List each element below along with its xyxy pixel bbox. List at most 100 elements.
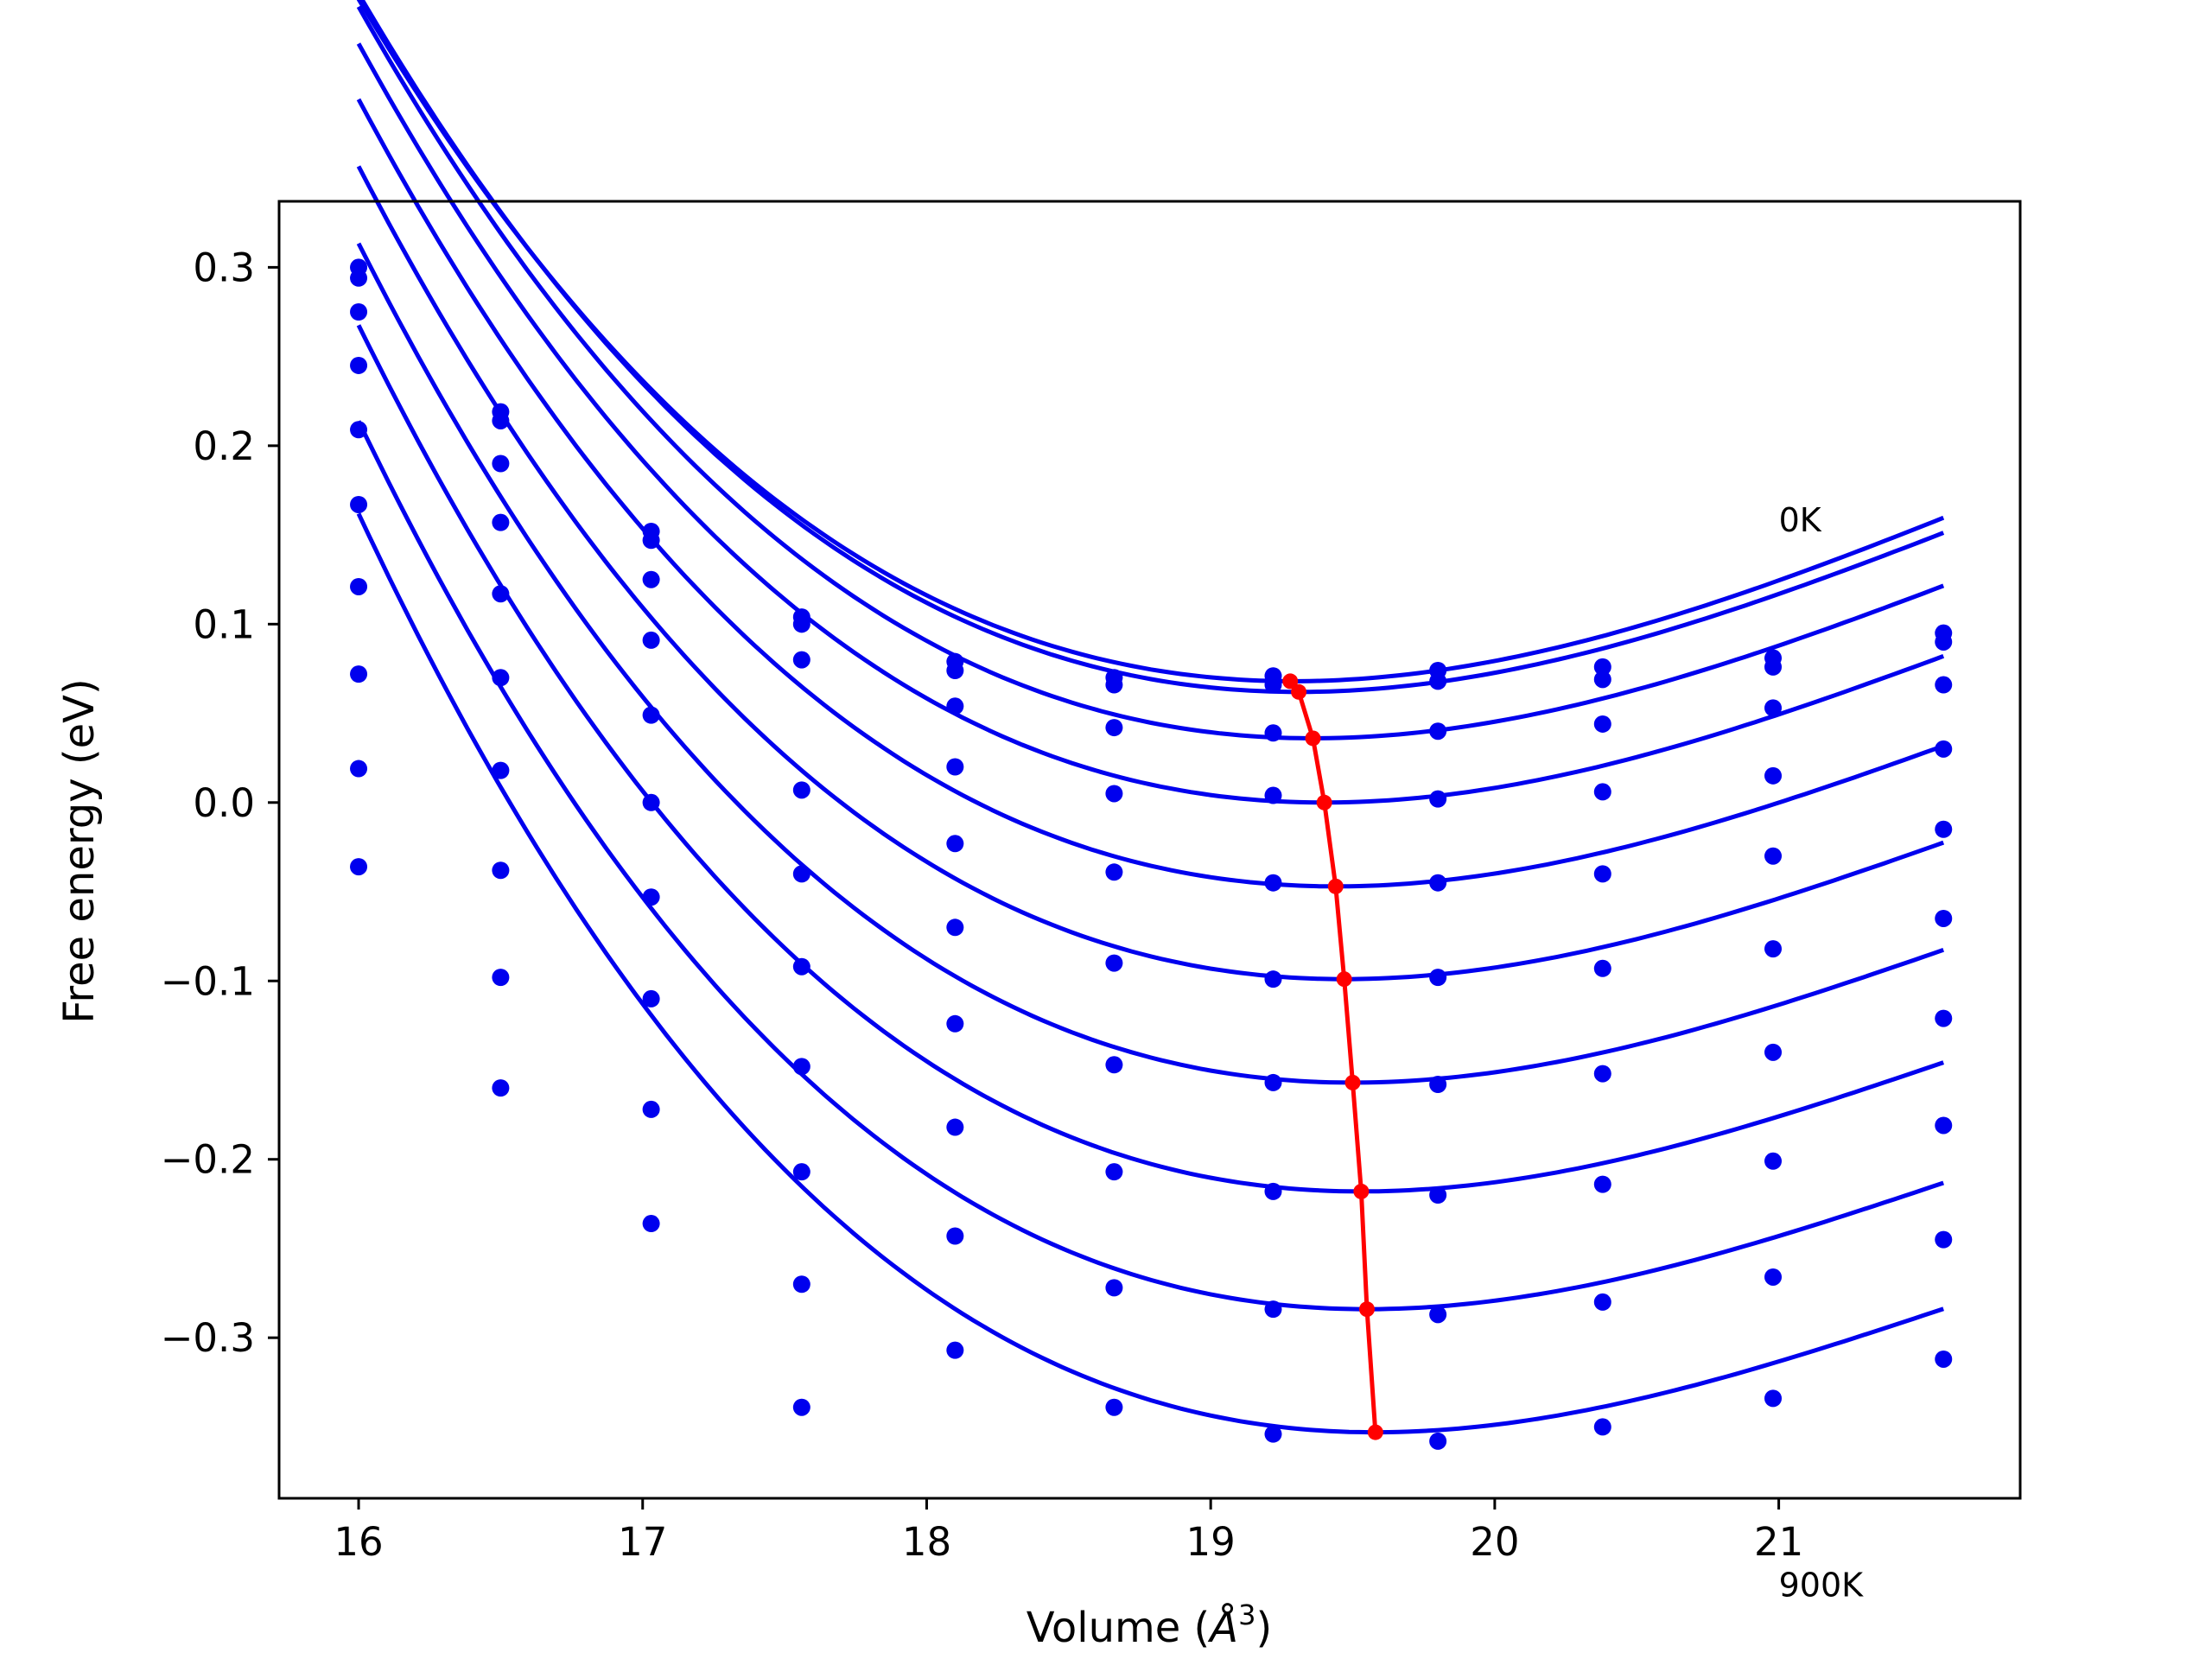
y-tick-label: −0.1 <box>161 958 255 1004</box>
fit-curve-8 <box>356 420 1944 1312</box>
minimum-point <box>1353 1183 1370 1199</box>
data-point <box>1764 766 1783 785</box>
data-point <box>1429 722 1447 741</box>
data-point <box>792 1398 810 1416</box>
x-axis-label-main: Volume ( <box>1027 1604 1211 1652</box>
fit-curve-4 <box>356 98 1945 889</box>
data-point <box>642 570 660 588</box>
data-point <box>946 1118 964 1136</box>
data-point <box>1264 1300 1282 1319</box>
minimum-point <box>1358 1301 1375 1318</box>
data-point <box>492 969 510 987</box>
data-point <box>492 861 510 880</box>
y-tick-label: −0.3 <box>161 1315 255 1361</box>
data-point <box>1264 874 1282 892</box>
data-point <box>1593 715 1611 733</box>
data-point <box>946 758 964 776</box>
data-point <box>946 662 964 680</box>
x-tick-label: 16 <box>334 1519 383 1565</box>
data-point <box>1429 1306 1447 1324</box>
data-point <box>350 665 368 683</box>
data-point <box>350 858 368 876</box>
minimum-point <box>1291 683 1307 700</box>
data-point <box>1105 719 1123 737</box>
y-tick-label: 0.3 <box>193 245 255 290</box>
data-point <box>1764 699 1783 717</box>
data-point <box>1264 1182 1282 1200</box>
data-point <box>1105 1279 1123 1297</box>
data-point <box>1105 1163 1123 1181</box>
data-point <box>1264 676 1282 694</box>
data-point <box>1764 1268 1783 1286</box>
data-point <box>946 1227 964 1245</box>
data-point <box>1429 1432 1447 1450</box>
minimum-point <box>1305 730 1321 747</box>
data-point <box>350 760 368 778</box>
data-point <box>792 1275 810 1294</box>
data-point <box>792 1163 810 1181</box>
data-point <box>1593 1418 1611 1436</box>
data-point <box>792 615 810 633</box>
data-point <box>1264 1073 1282 1091</box>
data-point <box>1935 1350 1953 1368</box>
data-point <box>1429 874 1447 892</box>
data-point <box>1593 959 1611 977</box>
data-point <box>1935 740 1953 758</box>
x-axis-label-end: ) <box>1255 1604 1272 1652</box>
y-tick-label: 0.2 <box>193 423 255 469</box>
data-point <box>946 918 964 937</box>
data-point <box>492 1079 510 1097</box>
fit-curve-9 <box>356 512 1944 1435</box>
axis-layer: 16 17 18 19 20 21 0.3 0.2 0.1 0.0 −0.1 −0.2 −0.3 0K 90… <box>161 245 1864 1604</box>
data-point <box>1593 1065 1611 1083</box>
data-point <box>1935 632 1953 651</box>
data-point <box>1105 785 1123 803</box>
x-axis-label-sup: 3 <box>1238 1599 1255 1631</box>
data-point <box>1935 820 1953 838</box>
x-tick-label: 19 <box>1186 1519 1236 1565</box>
minimum-energy-line <box>1288 679 1378 1433</box>
minimum-point <box>1344 1074 1361 1090</box>
data-point <box>1935 676 1953 694</box>
fit-curve-3 <box>356 42 1945 805</box>
data-point <box>1764 847 1783 865</box>
x-tick-label: 20 <box>1470 1519 1519 1565</box>
data-point <box>1429 790 1447 808</box>
data-point <box>1764 658 1783 676</box>
plot-layer <box>350 0 1953 1450</box>
data-point <box>946 1014 964 1033</box>
data-point <box>1764 1043 1783 1061</box>
minimum-point <box>1282 673 1299 690</box>
data-point <box>350 577 368 595</box>
data-point <box>1429 1076 1447 1094</box>
data-point <box>350 303 368 321</box>
data-point <box>1105 954 1123 972</box>
fit-curve-7 <box>356 324 1945 1194</box>
data-point <box>946 835 964 853</box>
y-tick-label: −0.2 <box>161 1137 255 1183</box>
x-tick-label: 17 <box>618 1519 667 1565</box>
data-point <box>1764 940 1783 958</box>
fit-curve-2 <box>356 5 1945 741</box>
data-point <box>1764 1389 1783 1408</box>
data-point <box>492 761 510 779</box>
x-axis-label: Volume (Å3) <box>1027 1599 1272 1652</box>
fit-curve-5 <box>356 165 1945 982</box>
data-point <box>642 1215 660 1233</box>
plot-frame <box>277 200 2022 1500</box>
data-point <box>1105 1056 1123 1074</box>
data-point <box>1593 658 1611 676</box>
data-point <box>1593 1175 1611 1193</box>
minimum-point <box>1327 878 1344 894</box>
x-axis-label-unit: Å <box>1207 1603 1238 1652</box>
data-point <box>492 513 510 531</box>
data-point <box>1593 783 1611 801</box>
data-point <box>1429 672 1447 690</box>
data-point <box>642 989 660 1007</box>
minimum-point <box>1336 971 1352 988</box>
data-point <box>1264 970 1282 988</box>
data-point <box>1264 786 1282 804</box>
data-point <box>1593 1293 1611 1311</box>
